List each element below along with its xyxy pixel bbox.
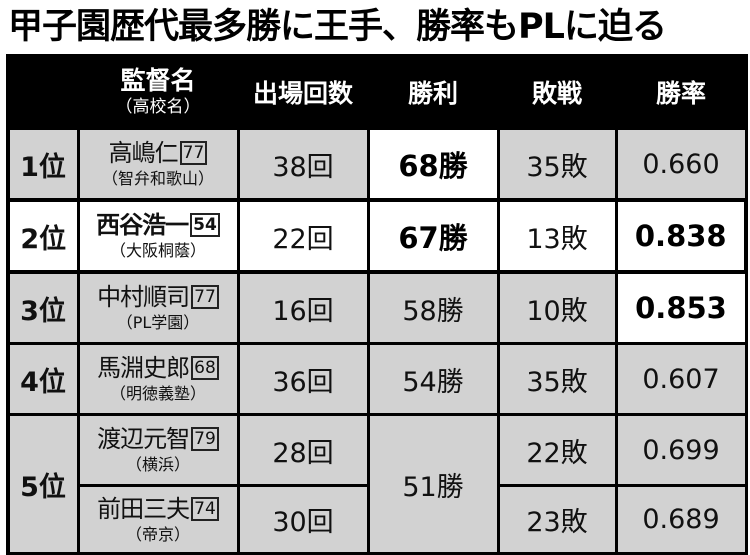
header-rank bbox=[8, 54, 80, 130]
header-appearances: 出場回数 bbox=[236, 54, 370, 130]
wins-cell: 67勝 bbox=[366, 198, 500, 274]
coach-name: 西谷浩一 54 bbox=[81, 210, 235, 240]
wins-cell: 51勝 bbox=[366, 413, 500, 555]
age-badge: 68 bbox=[191, 356, 219, 380]
wins-cell: 68勝 bbox=[366, 127, 500, 202]
coach-name: 中村順司 77 bbox=[81, 282, 235, 312]
losses-cell: 10敗 bbox=[496, 270, 618, 345]
coach-name-text: 西谷浩一 bbox=[96, 211, 189, 239]
appearances-cell: 30回 bbox=[236, 484, 370, 555]
coach-cell: 西谷浩一 54 （大阪桐蔭） bbox=[76, 198, 240, 274]
appearances-cell: 28回 bbox=[236, 413, 370, 487]
header-wins: 勝利 bbox=[366, 54, 500, 130]
school-name: （帝京） bbox=[125, 524, 190, 544]
school-name: （大阪桐蔭） bbox=[109, 241, 206, 260]
losses-cell: 13敗 bbox=[496, 198, 618, 274]
wins-cell: 54勝 bbox=[366, 342, 500, 416]
age-badge: 54 bbox=[190, 213, 220, 237]
table-row-highlighted: 2位 西谷浩一 54 （大阪桐蔭） 22回 67勝 13敗 0.838 bbox=[6, 198, 748, 274]
header-win-pct: 勝率 bbox=[614, 54, 748, 130]
win-pct-cell: 0.607 bbox=[614, 342, 748, 416]
coach-name-text: 馬淵史郎 bbox=[97, 354, 190, 382]
win-pct-cell: 0.660 bbox=[614, 127, 748, 202]
coach-cell: 渡辺元智 79 （横浜） bbox=[76, 413, 240, 487]
school-name: （明徳義塾） bbox=[109, 384, 206, 403]
table-row: 3位 中村順司 77 （PL学園） 16回 58勝 10敗 0.853 bbox=[6, 270, 748, 345]
losses-cell: 35敗 bbox=[496, 342, 618, 416]
rank-cell: 1位 bbox=[6, 127, 80, 202]
rank-cell: 5位 bbox=[6, 413, 80, 555]
win-pct-cell: 0.838 bbox=[614, 198, 748, 274]
header-coach: 監督名 （高校名） bbox=[76, 54, 240, 130]
header-losses: 敗戦 bbox=[496, 54, 618, 130]
coach-cell: 馬淵史郎 68 （明徳義塾） bbox=[76, 342, 240, 416]
table-row: 4位 馬淵史郎 68 （明徳義塾） 36回 54勝 35敗 0.607 bbox=[6, 342, 748, 416]
school-name: （智弁和歌山） bbox=[101, 169, 214, 188]
appearances-cell: 22回 bbox=[236, 198, 370, 274]
age-badge: 77 bbox=[179, 141, 208, 165]
coach-name-text: 中村順司 bbox=[97, 283, 190, 311]
losses-cell: 22敗 bbox=[496, 413, 618, 487]
age-badge: 77 bbox=[191, 285, 219, 309]
header-coach-label: 監督名 bbox=[120, 66, 196, 95]
losses-cell: 35敗 bbox=[496, 127, 618, 202]
appearances-cell: 36回 bbox=[236, 342, 370, 416]
coach-name: 馬淵史郎 68 bbox=[81, 353, 235, 383]
coach-cell: 中村順司 77 （PL学園） bbox=[76, 270, 240, 345]
coach-cell: 前田三夫 74 （帝京） bbox=[76, 484, 240, 555]
appearances-cell: 16回 bbox=[236, 270, 370, 345]
school-name: （PL学園） bbox=[116, 313, 200, 332]
coach-name: 高嶋仁 77 bbox=[81, 138, 235, 168]
win-pct-cell: 0.689 bbox=[614, 484, 748, 555]
header-school-label: （高校名） bbox=[115, 97, 201, 117]
coach-name-text: 前田三夫 bbox=[97, 494, 190, 523]
coach-name: 前田三夫 74 bbox=[81, 494, 235, 524]
table-row: 前田三夫 74 （帝京） 30回 23敗 0.689 bbox=[8, 484, 748, 555]
table-row: 5位 渡辺元智 79 （横浜） 28回 51勝 22敗 0.699 bbox=[6, 413, 748, 555]
header-row: 監督名 （高校名） 出場回数 勝利 敗戦 勝率 bbox=[8, 54, 748, 130]
age-badge: 74 bbox=[191, 496, 219, 521]
coach-name: 渡辺元智 79 bbox=[81, 424, 235, 454]
age-badge: 79 bbox=[191, 427, 219, 451]
rank-cell: 2位 bbox=[6, 198, 80, 274]
losses-cell: 23敗 bbox=[496, 484, 618, 555]
school-name: （横浜） bbox=[125, 455, 190, 474]
coach-name-text: 渡辺元智 bbox=[97, 425, 190, 453]
ranking-table: 監督名 （高校名） 出場回数 勝利 敗戦 勝率 1位 高嶋仁 77 （智弁和歌山）… bbox=[6, 54, 748, 555]
win-pct-cell: 0.853 bbox=[614, 270, 748, 345]
table-row: 1位 高嶋仁 77 （智弁和歌山） 38回 68勝 35敗 0.660 bbox=[6, 127, 748, 202]
page-title: 甲子園歴代最多勝に王手、勝率もPLに迫る bbox=[8, 7, 667, 47]
appearances-cell: 38回 bbox=[236, 127, 370, 202]
rank-cell: 4位 bbox=[6, 342, 80, 416]
coach-name-text: 高嶋仁 bbox=[108, 139, 179, 167]
rank-cell: 3位 bbox=[6, 270, 80, 345]
coach-cell: 高嶋仁 77 （智弁和歌山） bbox=[76, 127, 240, 202]
win-pct-cell: 0.699 bbox=[614, 413, 748, 487]
wins-cell: 58勝 bbox=[366, 270, 500, 345]
